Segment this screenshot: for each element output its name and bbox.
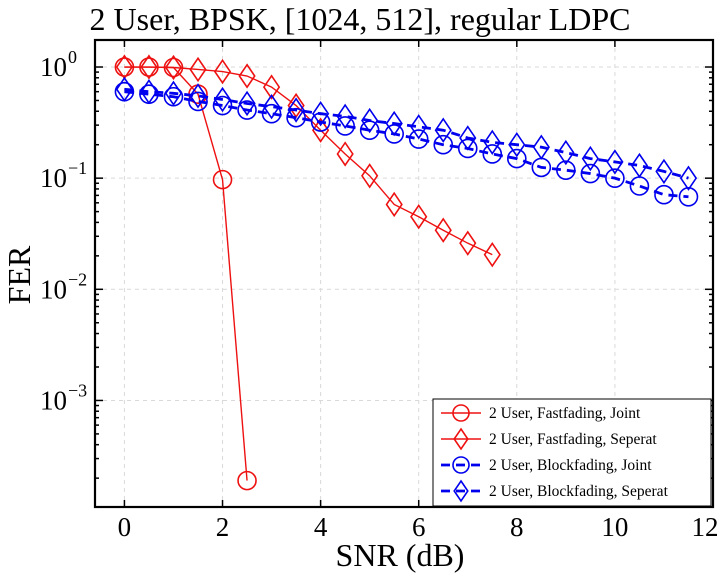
circle-marker [629,176,650,196]
diamond-marker [655,158,673,185]
legend-item: 2 User, Blockfading, Seperat [441,479,669,503]
diamond-marker [508,132,526,158]
diamond-marker [115,76,134,102]
plot-series [114,54,699,491]
y-tick-exponent: −2 [68,269,87,289]
y-tick-exponent: −1 [68,158,87,178]
circle-marker [605,168,625,188]
diamond-marker [581,145,599,172]
legend: 2 User, Fastfading, Joint 2 User, Fastfad… [432,398,712,507]
y-tick-label: 10 [40,52,67,82]
circle-marker [452,456,470,474]
diamond-marker [459,230,477,256]
diamond-marker [312,117,330,143]
circle-marker [237,470,257,491]
circle-marker [212,95,233,116]
circle-marker [335,116,355,136]
y-tick-label: 10 [40,385,67,415]
diamond-marker [630,152,649,179]
legend-item: 2 User, Fastfading, Joint [441,404,641,422]
legend-box [432,398,712,507]
y-tick-exponent: −3 [68,380,87,400]
chart-title: 2 User, BPSK, [1024, 512], regular LDPC [90,1,631,37]
series-line [124,87,689,180]
diamond-marker [483,129,501,156]
series-4 [115,76,698,191]
diamond-marker [459,125,477,151]
y-tick-label: 10 [40,274,67,304]
diamond-marker [336,103,354,130]
diamond-marker [679,165,698,191]
diamond-marker [385,191,403,218]
x-tick-label: 2 [216,512,230,542]
circle-marker [654,184,674,205]
series-line [124,66,493,256]
series-1 [114,57,257,491]
x-axis-label: SNR (dB) [336,537,465,573]
y-axis-label: FER [1,245,37,304]
diamond-marker [385,110,403,137]
legend-label: 2 User, Fastfading, Joint [489,405,641,422]
diamond-marker [312,101,330,127]
circle-marker [408,129,429,149]
diamond-marker [287,97,305,123]
diamond-marker [164,80,183,106]
circle-marker [212,169,233,190]
x-tick-label: 4 [314,512,328,542]
diamond-marker [262,74,281,100]
circle-marker [507,148,527,169]
x-tick-label: 0 [118,512,132,542]
diamond-marker [434,217,452,243]
legend-item: 2 User, Fastfading, Seperat [441,427,657,451]
x-tick-label: 6 [412,512,426,542]
diamond-marker [410,204,428,230]
diamond-marker [262,93,281,120]
circle-marker [678,186,699,207]
circle-marker [261,103,282,124]
diamond-marker [140,78,158,105]
diamond-marker [532,134,550,160]
diamond-marker [453,427,469,451]
legend-label: 2 User, Fastfading, Seperat [489,431,657,448]
diamond-marker [213,58,232,85]
diamond-marker [453,479,469,503]
diamond-marker [557,139,575,166]
diamond-marker [336,141,354,167]
diamond-marker [238,90,256,117]
circle-marker [237,100,257,120]
legend-label: 2 User, Blockfading, Seperat [489,483,669,500]
diamond-marker [434,117,452,143]
diamond-marker [238,63,256,89]
circle-marker [188,91,208,112]
diamond-marker [361,107,379,134]
x-tick-label: 12 [692,512,719,542]
diamond-marker [361,163,379,189]
diamond-marker [189,56,207,83]
diamond-marker [410,114,428,140]
circle-marker [457,138,478,159]
y-tick-exponent: 0 [68,47,77,67]
y-tick-label: 10 [40,163,67,193]
legend-label: 2 User, Blockfading, Joint [489,457,652,474]
diamond-marker [189,83,207,109]
x-tick-label: 10 [601,512,628,542]
circle-marker [556,160,576,180]
series-line [124,66,248,481]
diamond-marker [213,86,232,113]
series-line [124,90,689,199]
plot-frame [93,38,715,509]
diamond-marker [164,54,183,81]
circle-marker [482,144,503,164]
diamond-marker [606,149,624,175]
diamond-marker [140,54,158,80]
legend-item: 2 User, Blockfading, Joint [441,456,652,474]
circle-marker [580,163,601,184]
circle-marker [433,134,454,155]
x-tick-label: 8 [510,512,524,542]
circle-marker [452,404,470,422]
diamond-marker [483,241,501,268]
